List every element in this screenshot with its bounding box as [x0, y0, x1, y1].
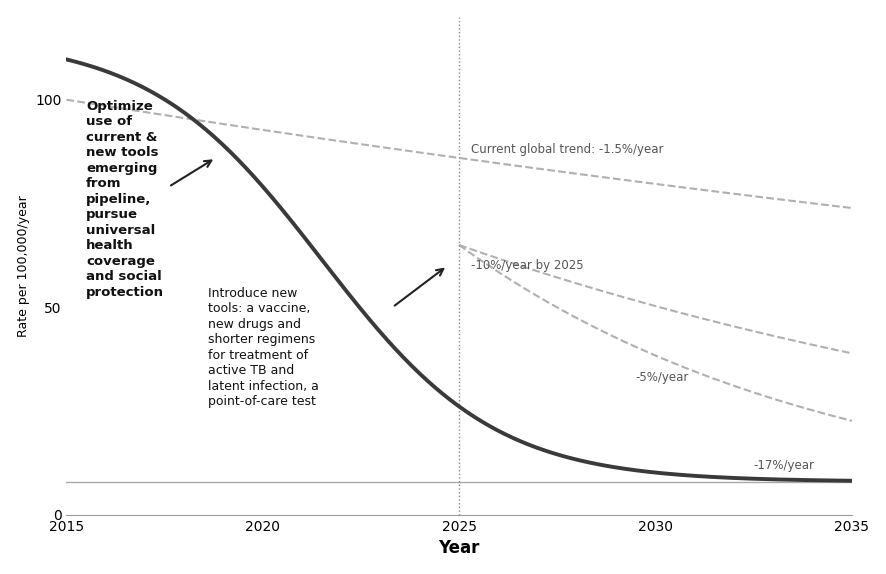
Y-axis label: Rate per 100,000/year: Rate per 100,000/year [17, 195, 29, 337]
Text: Introduce new
tools: a vaccine,
new drugs and
shorter regimens
for treatment of
: Introduce new tools: a vaccine, new drug… [208, 286, 319, 408]
Text: -5%/year: -5%/year [636, 371, 689, 385]
Text: -17%/year: -17%/year [754, 459, 814, 472]
Text: Optimize
use of
current &
new tools
emerging
from
pipeline,
pursue
universal
hea: Optimize use of current & new tools emer… [86, 100, 164, 298]
X-axis label: Year: Year [439, 540, 480, 557]
Text: -10%/year by 2025: -10%/year by 2025 [471, 259, 584, 272]
Text: Current global trend: -1.5%/year: Current global trend: -1.5%/year [471, 143, 664, 156]
